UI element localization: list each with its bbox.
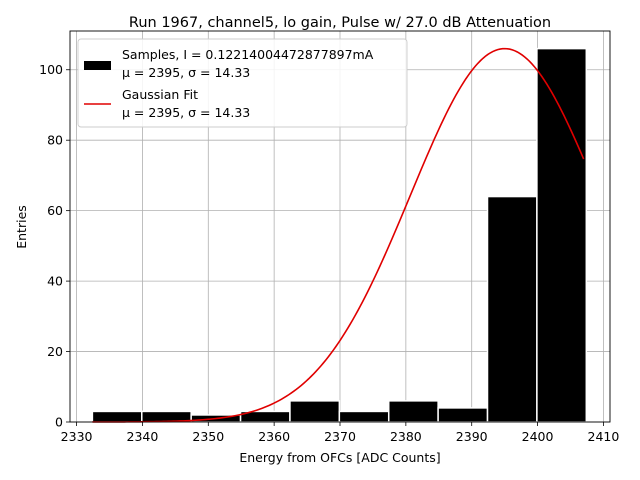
y-axis-label: Entries — [14, 205, 29, 249]
histogram-bar — [536, 47, 588, 423]
gaussian-fit-line — [92, 47, 585, 423]
y-tick-label: 20 — [47, 344, 63, 359]
legend-samples-name: Samples, I = 0.12214004472877897mA — [122, 47, 374, 62]
x-tick-label: 2330 — [61, 429, 93, 444]
x-tick-label: 2340 — [127, 429, 159, 444]
y-tick-label: 100 — [39, 62, 63, 77]
legend-box — [77, 38, 408, 128]
x-tick-label: 2350 — [192, 429, 224, 444]
legend: Samples, I = 0.12214004472877897mA μ = 2… — [77, 38, 408, 128]
y-tick-label: 80 — [47, 133, 63, 148]
y-tick-label: 0 — [55, 415, 63, 430]
histogram-bar — [91, 410, 143, 423]
x-tick-label: 2410 — [588, 429, 620, 444]
x-axis-label: Energy from OFCs [ADC Counts] — [239, 450, 440, 465]
y-axis-ticks: 0 20 40 60 80 100 — [39, 62, 70, 430]
histogram-bar — [387, 400, 439, 423]
legend-fit-name: Gaussian Fit — [122, 87, 198, 102]
histogram-bar — [289, 400, 341, 423]
y-tick-label: 60 — [47, 203, 63, 218]
x-tick-label: 2360 — [258, 429, 290, 444]
histogram-bar — [437, 407, 489, 423]
histogram-bar — [338, 410, 390, 423]
legend-fit-stats: μ = 2395, σ = 14.33 — [122, 105, 250, 120]
legend-samples-swatch — [84, 61, 111, 70]
x-tick-label: 2380 — [390, 429, 422, 444]
histogram-bar — [486, 195, 538, 423]
x-axis-ticks: 2330 2340 2350 2360 2370 2380 2390 2400 2410 — [61, 422, 620, 444]
chart-title: Run 1967, channel5, lo gain, Pulse w/ 27… — [129, 15, 551, 31]
y-tick-label: 40 — [47, 274, 63, 289]
legend-samples-stats: μ = 2395, σ = 14.33 — [122, 65, 250, 80]
x-tick-label: 2370 — [324, 429, 356, 444]
x-tick-label: 2400 — [522, 429, 554, 444]
x-tick-label: 2390 — [456, 429, 488, 444]
